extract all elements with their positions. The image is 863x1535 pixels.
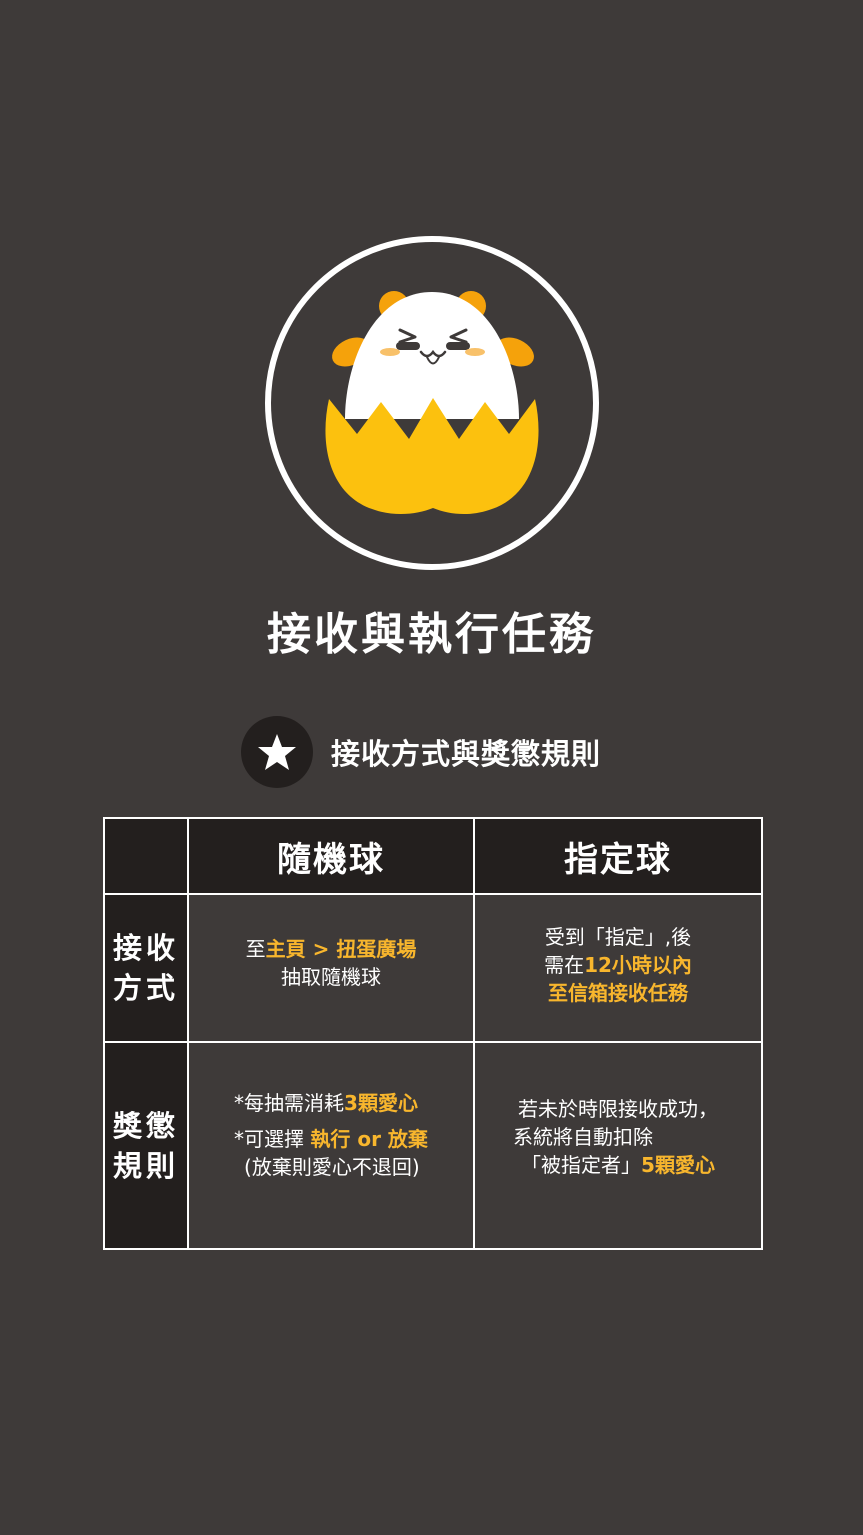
cell-highlight: 3顆愛心 bbox=[344, 1091, 418, 1115]
cell-highlight: 12小時以內 bbox=[584, 953, 692, 977]
cell-line: 抽取隨機球 bbox=[281, 965, 381, 989]
cell-highlight: 主頁 > 扭蛋廣場 bbox=[265, 937, 417, 961]
cell-line: 受到「指定」,後 bbox=[544, 925, 692, 949]
cell-text: 需在 bbox=[544, 953, 585, 977]
cell-line: *可選擇 執行 or 放棄 bbox=[234, 1125, 428, 1153]
cell-rules-assigned: 若未於時限接收成功， 系統將自動扣除 「被指定者」5顆愛心 bbox=[473, 1041, 763, 1250]
cell-receive-assigned: 受到「指定」,後 需在12小時以內 至信箱接收任務 bbox=[473, 893, 763, 1043]
cell-line: 系統將自動扣除 bbox=[513, 1125, 653, 1149]
table-header-row: 隨機球 指定球 bbox=[103, 817, 763, 895]
table-row-receive: 接收 方式 至主頁 > 扭蛋廣場 抽取隨機球 受到「指定」,後 需在12小時以內… bbox=[103, 893, 763, 1043]
column-header-random: 隨機球 bbox=[187, 817, 475, 895]
cell-highlight: 5顆愛心 bbox=[641, 1153, 715, 1177]
cell-line: 至主頁 > 扭蛋廣場 bbox=[189, 935, 473, 963]
page-title: 接收與執行任務 bbox=[267, 609, 596, 660]
column-header-assigned: 指定球 bbox=[473, 817, 763, 895]
cell-text: 至 bbox=[245, 937, 266, 961]
table-corner bbox=[103, 817, 189, 895]
row-header-line: 接收 bbox=[112, 931, 179, 965]
cell-receive-random: 至主頁 > 扭蛋廣場 抽取隨機球 bbox=[187, 893, 475, 1043]
cell-line: 「被指定者」5顆愛心 bbox=[475, 1151, 761, 1179]
star-icon bbox=[258, 734, 296, 770]
cell-highlight: 至信箱接收任務 bbox=[548, 981, 688, 1005]
cell-line: *每抽需消耗3顆愛心 bbox=[234, 1089, 428, 1117]
cell-text: *每抽需消耗 bbox=[234, 1091, 345, 1115]
row-header-receive: 接收 方式 bbox=[103, 893, 189, 1043]
row-header-line: 獎懲 bbox=[112, 1108, 179, 1143]
cell-text: *可選擇 bbox=[234, 1127, 311, 1151]
rule-list: *每抽需消耗3顆愛心 *可選擇 執行 or 放棄 (放棄則愛心不退回) bbox=[234, 1043, 428, 1189]
cell-line: (放棄則愛心不退回) bbox=[244, 1155, 420, 1179]
row-header-line: 規則 bbox=[112, 1148, 179, 1183]
table-row-rules: 獎懲 規則 *每抽需消耗3顆愛心 *可選擇 執行 or 放棄 (放棄則愛心不退回… bbox=[103, 1041, 763, 1250]
cell-line: 若未於時限接收成功， bbox=[518, 1097, 718, 1121]
mascot-emblem bbox=[263, 234, 601, 572]
section-label: 接收方式與獎懲規則 bbox=[331, 737, 602, 771]
star-badge bbox=[241, 716, 313, 788]
cell-highlight: 執行 or 放棄 bbox=[310, 1127, 428, 1151]
row-header-line: 方式 bbox=[112, 971, 179, 1005]
cell-text: 「被指定者」 bbox=[521, 1153, 642, 1177]
section-heading: 接收方式與獎懲規則 bbox=[241, 716, 601, 788]
row-header-rules: 獎懲 規則 bbox=[103, 1041, 189, 1250]
cell-rules-random: *每抽需消耗3顆愛心 *可選擇 執行 or 放棄 (放棄則愛心不退回) bbox=[187, 1041, 475, 1250]
rules-table: 隨機球 指定球 接收 方式 至主頁 > 扭蛋廣場 抽取隨機球 受到「指定」,後 … bbox=[103, 817, 763, 1250]
egg-mascot-icon bbox=[265, 236, 599, 570]
cell-line: 需在12小時以內 bbox=[475, 951, 761, 979]
